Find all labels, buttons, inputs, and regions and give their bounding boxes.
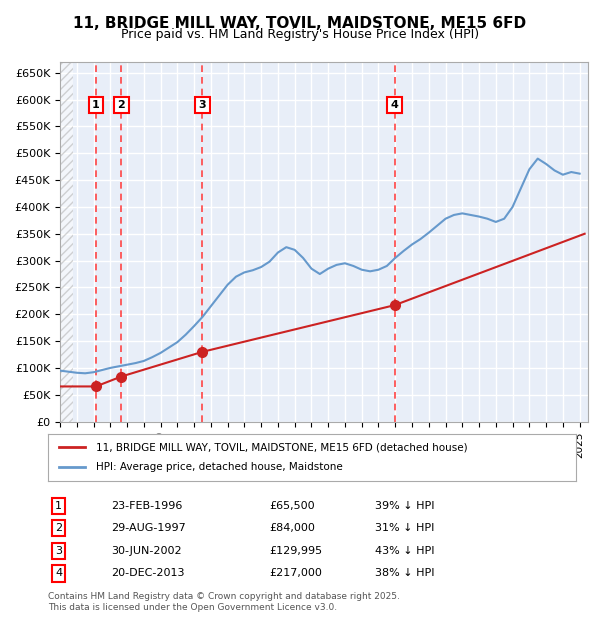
Text: 4: 4 (55, 568, 62, 578)
Text: 20-DEC-2013: 20-DEC-2013 (112, 568, 185, 578)
Text: 1: 1 (92, 100, 100, 110)
Text: £84,000: £84,000 (270, 523, 316, 533)
Text: 11, BRIDGE MILL WAY, TOVIL, MAIDSTONE, ME15 6FD (detached house): 11, BRIDGE MILL WAY, TOVIL, MAIDSTONE, M… (95, 442, 467, 452)
Text: 2: 2 (55, 523, 62, 533)
Text: Contains HM Land Registry data © Crown copyright and database right 2025.
This d: Contains HM Land Registry data © Crown c… (48, 592, 400, 611)
Text: £65,500: £65,500 (270, 501, 316, 511)
Text: 3: 3 (55, 546, 62, 556)
Text: 38% ↓ HPI: 38% ↓ HPI (376, 568, 435, 578)
Text: 1: 1 (55, 501, 62, 511)
Text: 31% ↓ HPI: 31% ↓ HPI (376, 523, 435, 533)
Bar (60, 62, 73, 422)
Text: 11, BRIDGE MILL WAY, TOVIL, MAIDSTONE, ME15 6FD: 11, BRIDGE MILL WAY, TOVIL, MAIDSTONE, M… (73, 16, 527, 30)
Text: 30-JUN-2002: 30-JUN-2002 (112, 546, 182, 556)
Text: 39% ↓ HPI: 39% ↓ HPI (376, 501, 435, 511)
Text: 23-FEB-1996: 23-FEB-1996 (112, 501, 183, 511)
Text: Price paid vs. HM Land Registry's House Price Index (HPI): Price paid vs. HM Land Registry's House … (121, 28, 479, 41)
Text: HPI: Average price, detached house, Maidstone: HPI: Average price, detached house, Maid… (95, 463, 342, 472)
Text: 43% ↓ HPI: 43% ↓ HPI (376, 546, 435, 556)
Bar (60, 62, 73, 422)
Text: 29-AUG-1997: 29-AUG-1997 (112, 523, 186, 533)
Text: 3: 3 (199, 100, 206, 110)
Text: 2: 2 (118, 100, 125, 110)
Text: £217,000: £217,000 (270, 568, 323, 578)
Text: £129,995: £129,995 (270, 546, 323, 556)
Text: 4: 4 (391, 100, 398, 110)
